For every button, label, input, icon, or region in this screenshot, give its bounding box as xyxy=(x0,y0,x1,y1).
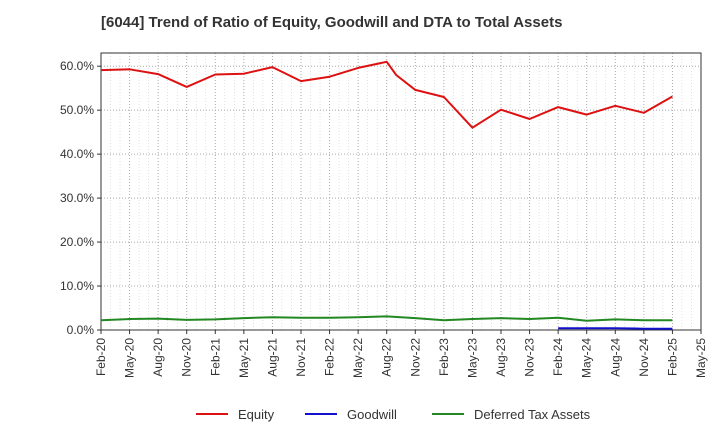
x-tick-label: May-22 xyxy=(351,338,365,378)
chart-title: [6044] Trend of Ratio of Equity, Goodwil… xyxy=(101,14,563,31)
legend-label: Deferred Tax Assets xyxy=(474,407,591,422)
x-tick-label: Aug-22 xyxy=(380,338,394,377)
plot-frame xyxy=(100,52,702,331)
x-tick-label: Feb-20 xyxy=(94,338,108,376)
series-line-equity xyxy=(100,60,673,129)
series-line-goodwill xyxy=(558,327,673,330)
y-tick-label: 40.0% xyxy=(60,147,94,161)
x-tick-label: Aug-21 xyxy=(265,338,279,377)
x-tick-label: Feb-21 xyxy=(208,338,222,376)
y-tick-label: 20.0% xyxy=(60,235,94,249)
series-line-deferred-tax-assets xyxy=(100,315,673,322)
x-tick-label: Nov-20 xyxy=(180,338,194,377)
x-tick-label: Feb-22 xyxy=(323,338,337,376)
x-tick-label: Feb-25 xyxy=(665,338,679,376)
x-tick-label: Feb-23 xyxy=(437,338,451,376)
y-tick-label: 10.0% xyxy=(60,279,94,293)
x-tick-label: Nov-23 xyxy=(523,338,537,377)
x-tick-label: May-20 xyxy=(123,338,137,378)
x-tick-label: May-21 xyxy=(237,338,251,378)
x-tick-label: May-25 xyxy=(694,338,708,378)
y-tick-label: 0.0% xyxy=(67,323,95,337)
x-tick-label: Aug-20 xyxy=(151,338,165,377)
x-tick-label: May-24 xyxy=(580,338,594,378)
y-tick-label: 60.0% xyxy=(60,59,94,73)
x-tick-label: May-23 xyxy=(465,338,479,378)
y-tick-label: 50.0% xyxy=(60,103,94,117)
x-tick-label: Nov-24 xyxy=(637,338,651,377)
legend-label: Equity xyxy=(238,407,275,422)
legend-label: Goodwill xyxy=(347,407,397,422)
x-tick-label: Aug-23 xyxy=(494,338,508,377)
x-tick-label: Aug-24 xyxy=(608,338,622,377)
x-tick-label: Feb-24 xyxy=(551,338,565,376)
x-tick-label: Nov-21 xyxy=(294,338,308,377)
y-tick-label: 30.0% xyxy=(60,191,94,205)
x-tick-label: Nov-22 xyxy=(408,338,422,377)
